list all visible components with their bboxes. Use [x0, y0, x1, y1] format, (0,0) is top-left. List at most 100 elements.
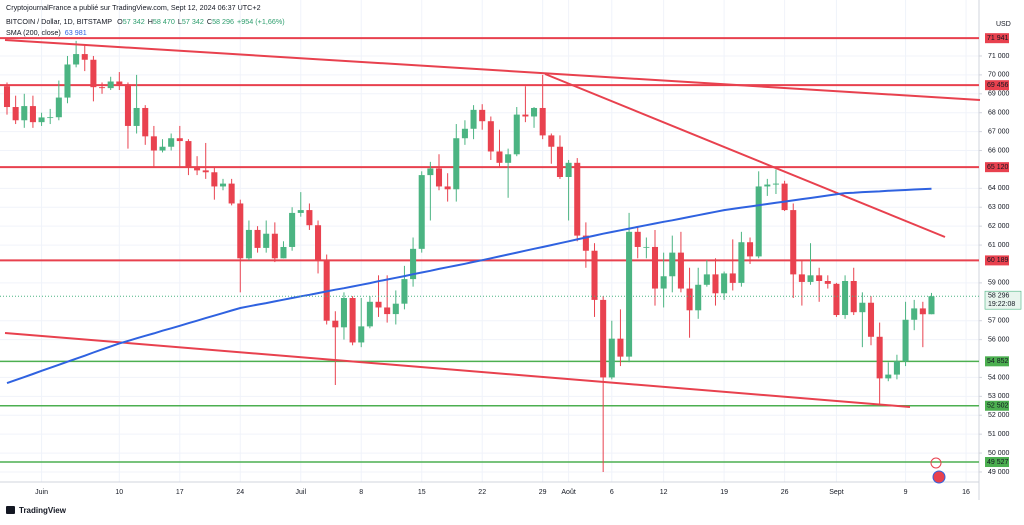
quote-key: H	[148, 17, 153, 26]
candle-body	[228, 183, 235, 204]
last-price-box	[984, 290, 1022, 310]
change: +954 (+1,66%)	[237, 17, 285, 26]
candle-body	[194, 166, 201, 171]
candle-body	[280, 246, 287, 259]
y-tick-label: 64 000	[988, 185, 1010, 192]
candle-body	[479, 109, 486, 122]
candle-body	[617, 338, 624, 357]
level-label-box	[985, 162, 1009, 173]
candle-body	[876, 336, 883, 379]
candle-body	[332, 320, 339, 328]
y-tick-label: 51 000	[988, 431, 1010, 438]
quote-key: L	[178, 17, 182, 26]
sma-line	[6, 187, 932, 385]
candle-body	[306, 210, 313, 226]
y-tick-label: 56 000	[988, 336, 1010, 343]
sma-name: SMA (200, close)	[6, 28, 61, 37]
candle-body	[159, 146, 166, 151]
candle-body	[798, 274, 805, 282]
candle-body	[660, 276, 667, 289]
y-tick-label: 70 000	[988, 72, 1010, 79]
sma-value: 63 981	[65, 28, 87, 37]
y-tick-label: 50 000	[988, 450, 1010, 457]
y-tick-label: 52 000	[988, 412, 1010, 419]
y-tick-label: 59 000	[988, 280, 1010, 287]
level-label-box	[985, 457, 1009, 468]
candle-body	[695, 284, 702, 311]
candle-body	[919, 308, 926, 315]
candle-body	[461, 128, 468, 139]
quote-key: C	[207, 17, 212, 26]
candle-body	[893, 361, 900, 375]
candle-body	[859, 302, 866, 313]
x-tick-label: 26	[781, 489, 789, 496]
candle-body	[133, 107, 140, 126]
x-tick-label: 17	[176, 489, 184, 496]
candle-body	[297, 210, 304, 213]
candle-body	[677, 252, 684, 289]
candle-body	[90, 59, 97, 88]
candle-body	[401, 279, 408, 304]
candle-body	[928, 296, 935, 315]
candle-body	[410, 248, 417, 280]
candle-body	[565, 162, 572, 177]
candle-body	[444, 186, 451, 190]
candle-body	[124, 84, 131, 126]
level-label: 60 189	[987, 257, 1009, 264]
candle-body	[867, 302, 875, 337]
y-tick-label: 54 000	[988, 374, 1010, 381]
trendline	[4, 332, 911, 408]
candle-body	[643, 246, 650, 248]
candle-body	[772, 183, 779, 185]
candle-body	[790, 210, 797, 275]
quote-value: 57 342	[123, 17, 145, 26]
x-tick-label: Juil	[296, 489, 307, 496]
candle-body	[738, 242, 745, 283]
candle-body	[582, 235, 589, 251]
candle-body	[721, 273, 728, 294]
candle-body	[263, 233, 270, 248]
candle-body	[168, 138, 175, 147]
candle-body	[12, 107, 19, 121]
sma-line: SMA (200, close) 63 981	[6, 28, 87, 37]
candle-body	[116, 81, 123, 85]
event-icon	[930, 457, 942, 469]
quote-value: 57 342	[182, 17, 204, 26]
candle-body	[202, 170, 209, 173]
candle-body	[505, 154, 512, 163]
x-tick-label: 10	[115, 489, 123, 496]
y-tick-label: 68 000	[988, 110, 1010, 117]
candle-body	[47, 117, 54, 119]
levels	[0, 37, 979, 463]
x-tick-label: 29	[539, 489, 547, 496]
candle-body	[245, 229, 252, 259]
candle-body	[392, 303, 399, 315]
candle-body	[176, 138, 183, 142]
candle-body	[435, 168, 443, 187]
level-label: 65 120	[987, 164, 1009, 171]
candle-body	[289, 212, 296, 247]
level-label-box	[985, 33, 1009, 44]
candle-body	[185, 141, 192, 167]
y-tick-label: 69 000	[988, 91, 1010, 98]
footer: TradingView	[6, 506, 67, 515]
candle-body	[885, 374, 892, 379]
candle-body	[470, 109, 477, 129]
candle-body	[755, 186, 762, 257]
x-tick-label: 9	[904, 489, 908, 496]
quote-value: 58 470	[153, 17, 175, 26]
candle-body	[712, 274, 719, 294]
candle-body	[626, 231, 633, 357]
quote-value: 58 296	[212, 17, 234, 26]
candle-body	[634, 231, 641, 247]
x-tick-label: 22	[478, 489, 486, 496]
candle-body	[513, 114, 520, 155]
candle-body	[99, 87, 106, 89]
publisher: CryptojournalFrance a publié sur Trading…	[6, 3, 261, 12]
candle-body	[816, 275, 823, 281]
quote-key: O	[117, 17, 123, 26]
level-label-box	[985, 356, 1009, 367]
x-tick-label: Juin	[35, 489, 48, 496]
level-label: 71 941	[987, 35, 1009, 42]
